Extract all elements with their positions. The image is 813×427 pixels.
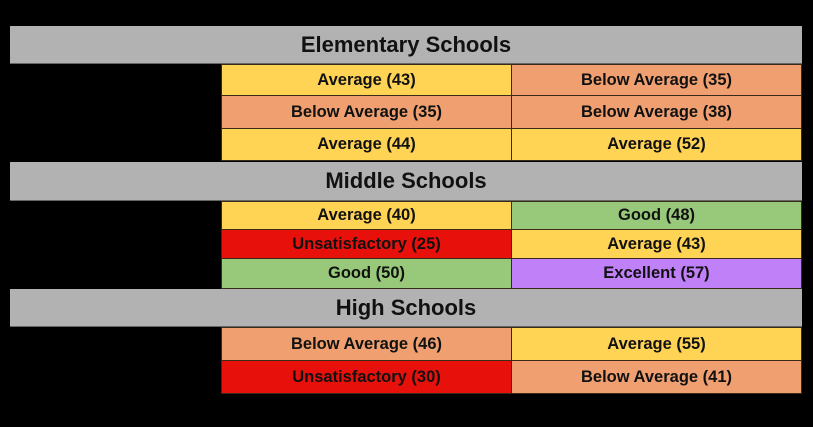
table-row: Good (50) Excellent (57) (221, 259, 802, 289)
rating-cell: Good (50) (221, 259, 512, 289)
rating-cell: Average (44) (221, 129, 512, 161)
table-row: Below Average (46) Average (55) (221, 327, 802, 361)
rating-cell: Excellent (57) (512, 259, 802, 289)
table-row: Average (44) Average (52) (221, 129, 802, 161)
section-header-high: High Schools (10, 289, 802, 327)
rating-cell: Average (43) (512, 230, 802, 259)
table-row: Unsatisfactory (30) Below Average (41) (221, 361, 802, 394)
table-row: Average (40) Good (48) (221, 201, 802, 230)
rating-cell: Average (55) (512, 327, 802, 361)
rating-cell: Below Average (46) (221, 327, 512, 361)
section-header-elementary: Elementary Schools (10, 26, 802, 64)
table-row: Below Average (35) Below Average (38) (221, 96, 802, 129)
rating-cell: Below Average (41) (512, 361, 802, 394)
section-header-middle: Middle Schools (10, 162, 802, 201)
rating-cell: Below Average (35) (221, 96, 512, 129)
table-row: Average (43) Below Average (35) (221, 64, 802, 96)
rating-cell: Unsatisfactory (30) (221, 361, 512, 394)
rating-cell: Below Average (35) (512, 64, 802, 96)
rating-cell: Average (40) (221, 201, 512, 230)
rating-cell: Average (52) (512, 129, 802, 161)
table-row: Unsatisfactory (25) Average (43) (221, 230, 802, 259)
rating-cell: Unsatisfactory (25) (221, 230, 512, 259)
rating-cell: Average (43) (221, 64, 512, 96)
rating-cell: Below Average (38) (512, 96, 802, 129)
rating-cell: Good (48) (512, 201, 802, 230)
